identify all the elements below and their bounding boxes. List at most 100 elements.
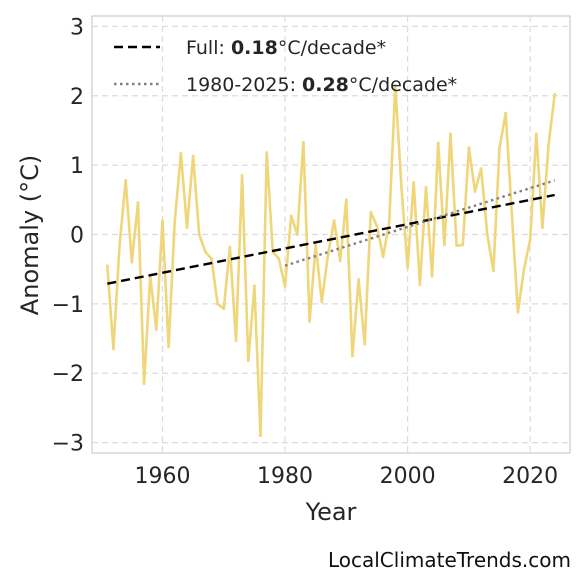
trend-line-full — [107, 193, 555, 285]
legend-full-label: Full: 0.18°C/decade* — [186, 37, 386, 59]
watermark: LocalClimateTrends.com — [327, 548, 571, 572]
y-tick-label: −3 — [52, 432, 84, 457]
data-point — [528, 237, 532, 241]
data-point — [553, 92, 557, 96]
data-point — [430, 274, 434, 278]
data-point — [449, 132, 452, 136]
y-tick-label: 0 — [70, 224, 84, 249]
data-point — [136, 201, 140, 204]
data-point — [240, 174, 244, 177]
legend-recent-suffix: °C/decade* — [349, 74, 457, 96]
legend-recent-label: 1980-2025: 0.28°C/decade* — [186, 74, 457, 96]
x-tick-label: 2020 — [502, 464, 558, 489]
y-tick-label: −2 — [52, 362, 84, 387]
data-point — [289, 214, 293, 218]
data-point — [436, 141, 440, 145]
x-tick-label: 1980 — [257, 464, 313, 489]
x-tick-label: 2000 — [380, 464, 436, 489]
data-point — [510, 212, 514, 216]
data-point — [105, 264, 109, 268]
data-point — [161, 219, 164, 223]
data-point — [234, 339, 238, 343]
data-point — [112, 347, 115, 351]
data-point — [467, 146, 471, 150]
data-point — [283, 285, 287, 288]
data-point — [516, 310, 520, 314]
data-point — [393, 83, 397, 87]
data-point — [491, 269, 495, 272]
data-point — [369, 210, 373, 214]
trend-line-recent — [284, 179, 556, 267]
data-point — [191, 154, 195, 158]
data-point — [173, 220, 177, 224]
data-point — [210, 257, 213, 261]
y-tick-label: 1 — [70, 154, 84, 179]
data-point — [547, 142, 550, 146]
data-point — [504, 111, 508, 115]
data-point — [522, 267, 526, 271]
x-tick-label: 1960 — [134, 464, 190, 489]
data-point — [259, 434, 262, 438]
legend-recent-prefix: 1980-2025: — [186, 74, 302, 96]
data-point — [332, 219, 336, 223]
legend-full-value: 0.18 — [231, 37, 278, 59]
legend-full-prefix: Full: — [186, 37, 231, 59]
data-point — [485, 233, 489, 236]
data-point — [197, 233, 201, 236]
data-point — [534, 132, 538, 136]
anomaly-series-line — [106, 84, 556, 438]
data-point — [406, 266, 410, 270]
data-point — [277, 257, 281, 261]
data-point — [314, 243, 318, 247]
data-point — [295, 233, 299, 236]
data-point — [308, 319, 311, 323]
data-point — [387, 221, 391, 225]
data-point — [375, 224, 379, 228]
data-point — [344, 198, 348, 202]
data-point — [142, 382, 146, 386]
data-point — [203, 250, 207, 254]
series-layer — [105, 83, 557, 438]
data-point — [363, 342, 367, 346]
data-point — [412, 181, 416, 184]
data-point — [124, 178, 128, 182]
data-point — [167, 345, 171, 349]
gridlines — [92, 16, 570, 453]
y-tick-label: −1 — [52, 293, 84, 318]
data-point — [179, 151, 183, 155]
data-point — [541, 226, 544, 229]
data-point — [118, 243, 121, 247]
data-point — [320, 300, 324, 304]
data-point — [222, 307, 226, 311]
data-point — [351, 354, 354, 358]
data-point — [479, 167, 483, 171]
data-point — [424, 185, 428, 189]
y-tick-label: 2 — [70, 85, 84, 110]
data-point — [252, 284, 256, 288]
data-point — [154, 328, 158, 331]
data-point — [130, 260, 134, 264]
data-point — [473, 190, 477, 193]
data-point — [381, 255, 385, 259]
y-axis-label: Anomaly (°C) — [16, 155, 44, 315]
data-point — [418, 283, 422, 286]
data-point — [185, 226, 189, 229]
y-tick-label: 3 — [70, 15, 84, 40]
data-point — [216, 302, 220, 306]
legend-full-suffix: °C/decade* — [278, 37, 386, 59]
data-point — [400, 186, 403, 190]
data-point — [442, 243, 446, 247]
data-point — [455, 244, 459, 247]
data-point — [357, 278, 360, 281]
tick-labels: 1960 1980 2000 2020 −3 −2 −1 0 1 2 3 — [52, 15, 559, 489]
data-point — [228, 245, 232, 249]
x-axis-label: Year — [305, 498, 357, 526]
data-point — [498, 146, 501, 150]
data-point — [302, 140, 305, 144]
legend: Full: 0.18°C/decade* 1980-2025: 0.28°C/d… — [114, 37, 457, 96]
data-point — [265, 151, 269, 155]
data-point — [338, 259, 342, 263]
data-point — [461, 243, 465, 247]
data-point — [246, 359, 250, 363]
